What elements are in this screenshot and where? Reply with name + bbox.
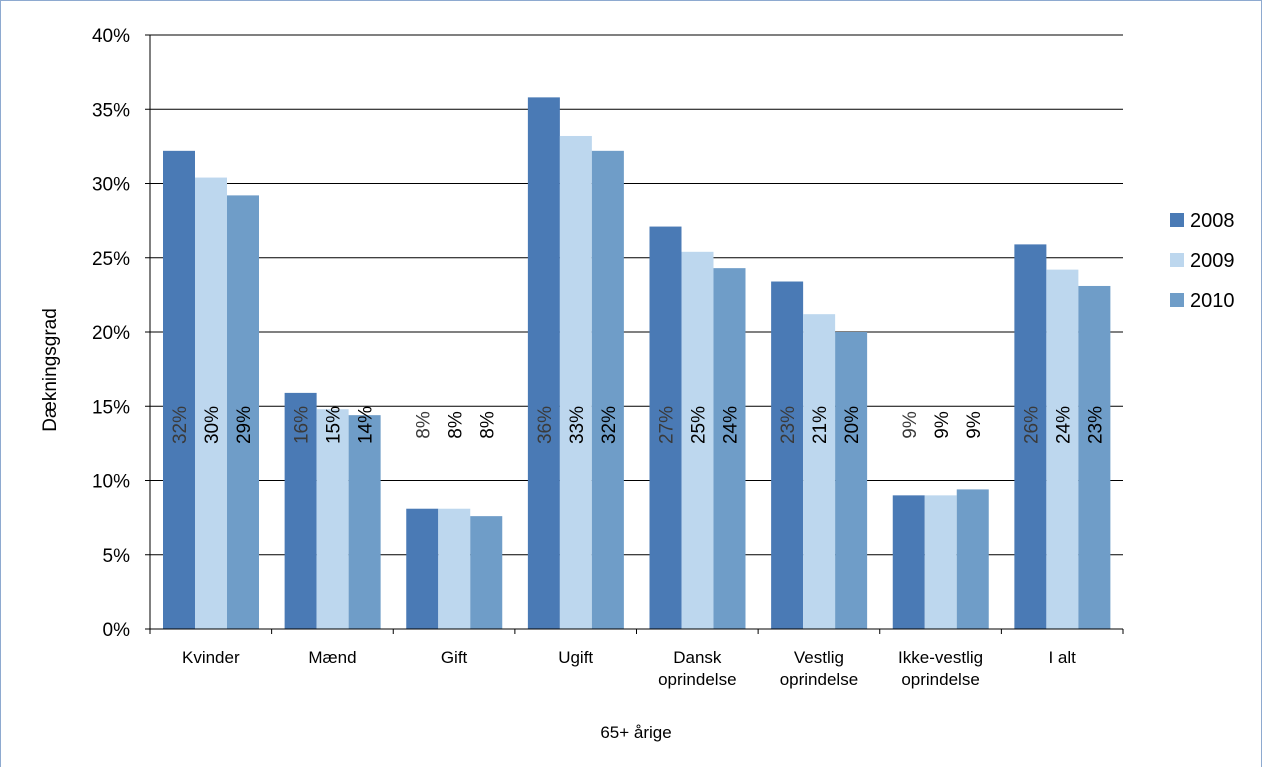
bar-2009 [438, 508, 471, 629]
bar-value-label: 33% [567, 406, 588, 444]
bar-2009 [803, 314, 836, 629]
bar-value-label: 32% [599, 406, 620, 444]
y-tick-labels: 0% 5% 10% 15% 20% 25% 30% 35% 40% [92, 26, 130, 641]
bar-value-label: 24% [721, 406, 742, 444]
legend-swatch-2010 [1170, 293, 1184, 307]
x-tick-label: Kvinder [182, 648, 240, 667]
bar-2009 [195, 177, 227, 629]
bar-2008 [1014, 244, 1047, 629]
data-labels: 32% 30% 29% 16% 15% 14% 8% 8% 8% 36% 33% 32% 27% 25% 2… [170, 406, 1106, 444]
bar-value-label: 29% [234, 406, 255, 444]
legend-swatch-2009 [1170, 253, 1184, 267]
legend-label: 2010 [1190, 290, 1235, 312]
bar-value-label: 16% [292, 406, 313, 444]
bar-2008 [406, 508, 439, 629]
bar-value-label: 14% [356, 406, 377, 444]
bar-value-label: 8% [477, 411, 498, 439]
x-tick-labels: Kvinder Mænd Gift Ugift Dansk oprindelse Vestl… [182, 648, 1076, 689]
bar-value-label: 9% [900, 411, 921, 439]
bar-value-label: 25% [689, 406, 710, 444]
bar-2010 [956, 489, 989, 629]
bar-2009 [681, 251, 714, 629]
bar-value-label: 9% [964, 411, 985, 439]
bar-2010 [348, 415, 381, 629]
bar-2008 [649, 226, 682, 629]
bar-value-label: 9% [932, 411, 953, 439]
bar-2008 [163, 150, 195, 629]
x-tick-label: Dansk oprindelse [658, 648, 736, 689]
bar-value-label: 27% [657, 406, 678, 444]
bar-value-label: 8% [445, 411, 466, 439]
legend-label: 2009 [1190, 250, 1235, 272]
bar-value-label: 23% [778, 406, 799, 444]
bar-value-label: 26% [1021, 406, 1042, 444]
y-tick-label: 30% [92, 175, 130, 196]
bar-value-label: 30% [202, 406, 223, 444]
x-tick-label: Ikke-vestlig oprindelse [898, 648, 983, 689]
bar-value-label: 36% [535, 406, 556, 444]
bar-value-label: 21% [810, 406, 831, 444]
bar-2009 [924, 495, 957, 629]
bar-value-label: 8% [413, 411, 434, 439]
legend: 2008 2009 2010 [1170, 210, 1235, 312]
bar-value-label: 23% [1085, 406, 1106, 444]
bar-2008 [527, 97, 560, 630]
bar-2008 [892, 495, 925, 629]
bar-2009 [1046, 269, 1079, 629]
bar-2009 [559, 135, 592, 630]
bar-2010 [470, 516, 503, 629]
y-tick-label: 35% [92, 100, 130, 121]
bars [163, 97, 1111, 630]
y-tick-label: 15% [92, 397, 130, 418]
x-axis-label: 65+ årige [600, 723, 671, 742]
x-tick-label: Mænd [308, 648, 356, 667]
axes [145, 34, 1124, 634]
bar-value-label: 32% [170, 406, 191, 444]
x-tick-label: Ugift [558, 648, 593, 667]
y-tick-label: 40% [92, 26, 130, 47]
bar-value-label: 15% [324, 406, 345, 444]
x-tick-label: Vestlig oprindelse [780, 648, 858, 689]
y-axis-label: Dækningsgrad [40, 308, 61, 432]
bar-2008 [771, 281, 804, 629]
bar-2010 [713, 268, 746, 629]
x-tick-label: Gift [441, 648, 468, 667]
y-tick-label: 20% [92, 323, 130, 344]
bar-2010 [591, 150, 624, 629]
bar-2008 [284, 392, 317, 629]
bar-value-label: 24% [1053, 406, 1074, 444]
y-tick-label: 5% [103, 546, 131, 567]
legend-swatch-2008 [1170, 213, 1184, 227]
bar-2010 [835, 332, 868, 629]
bar-value-label: 20% [842, 406, 863, 444]
y-tick-label: 10% [92, 472, 130, 493]
bar-2009 [316, 409, 349, 629]
y-tick-label: 25% [92, 249, 130, 270]
bar-2010 [1078, 285, 1111, 629]
legend-label: 2008 [1190, 210, 1235, 232]
y-tick-label: 0% [103, 620, 131, 641]
x-tick-label: I alt [1048, 648, 1076, 667]
bar-2010 [227, 195, 259, 629]
